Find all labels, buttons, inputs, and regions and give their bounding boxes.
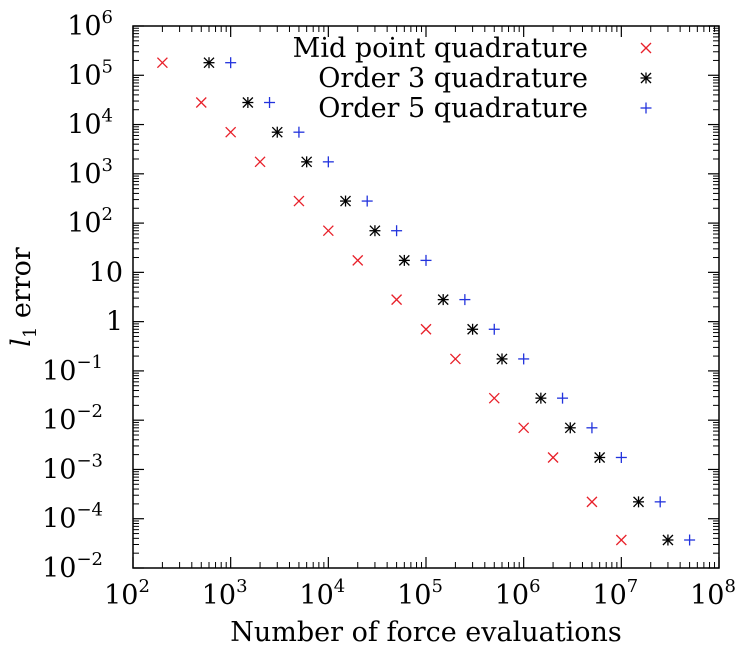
y-tick-label: 104 (67, 106, 113, 141)
data-point (684, 534, 696, 546)
data-point (488, 392, 500, 404)
data-point (496, 353, 508, 365)
legend-marker (640, 42, 652, 54)
plot-frame (132, 25, 720, 569)
y-axis-title-var: l (6, 338, 37, 347)
data-point (535, 392, 547, 404)
data-point (301, 156, 313, 168)
data-point (322, 225, 334, 237)
data-point (586, 422, 598, 434)
data-point (654, 496, 666, 508)
x-tick-label: 108 (690, 576, 736, 611)
series-asterisk (203, 57, 674, 546)
y-tick-label: 102 (67, 204, 113, 239)
y-tick-label: 10−3 (42, 450, 103, 485)
data-point (557, 392, 569, 404)
y-tick-label: 1 (106, 307, 123, 338)
y-tick-label: 106 (67, 7, 113, 42)
x-tick-label: 104 (299, 576, 345, 611)
data-point (361, 195, 373, 207)
legend-label: Order 3 quadrature (318, 63, 588, 94)
data-point (242, 97, 254, 109)
data-point (662, 534, 674, 546)
y-tick-label: 10−4 (42, 500, 103, 535)
legend-marker (640, 72, 652, 84)
y-tick-label: 10−2 (42, 549, 103, 584)
legend-marker (640, 102, 652, 114)
data-point (594, 451, 606, 463)
data-point (586, 496, 598, 508)
data-point (398, 254, 410, 266)
data-point (369, 225, 381, 237)
x-axis-title: Number of force evaluations (230, 617, 621, 648)
data-point (195, 97, 207, 108)
data-point (420, 254, 432, 266)
y-axis-title-suffix: error (6, 247, 37, 327)
x-tick-label: 105 (397, 576, 443, 611)
data-point (633, 496, 645, 508)
data-point (518, 422, 530, 434)
y-tick-label: 103 (67, 155, 113, 190)
data-point (615, 451, 627, 463)
data-point (615, 534, 627, 546)
data-point (518, 353, 530, 365)
data-point (352, 254, 364, 266)
data-point (156, 57, 168, 69)
y-tick-label: 10−1 (42, 352, 103, 387)
x-tick-label: 107 (592, 576, 638, 611)
data-point (459, 294, 471, 306)
y-axis-title-sub: 1 (20, 327, 41, 338)
data-point (293, 195, 305, 207)
y-tick-label: 10 (89, 257, 123, 288)
data-point (340, 195, 352, 207)
y-tick-label: 10−2 (42, 401, 103, 436)
ticks-layer: 102 103 104 105 106 107 1081061051041031021011… (42, 7, 736, 611)
data-point (225, 57, 237, 69)
y-axis-title: l1 error (6, 247, 41, 347)
legend-label: Order 5 quadrature (318, 93, 588, 124)
data-point (467, 323, 479, 335)
x-tick-label: 106 (495, 576, 541, 611)
data-point (449, 353, 461, 365)
data-point (225, 126, 237, 138)
series-plus (225, 57, 696, 546)
y-tick-label: 105 (67, 56, 113, 91)
marks-layer (156, 57, 696, 546)
data-point (564, 422, 576, 434)
data-point (547, 452, 559, 463)
data-point (437, 294, 449, 306)
data-point (203, 57, 215, 69)
data-point (322, 156, 334, 168)
data-point (391, 294, 403, 306)
data-point (264, 97, 276, 109)
series-x (156, 57, 627, 546)
data-point (271, 126, 283, 138)
data-point (420, 323, 432, 335)
data-point (293, 126, 305, 138)
legend-label: Mid point quadrature (293, 33, 588, 64)
data-point (391, 225, 403, 237)
x-tick-label: 103 (202, 576, 248, 611)
data-point (488, 323, 500, 335)
x-tick-label: 102 (104, 576, 150, 611)
data-point (254, 156, 266, 168)
